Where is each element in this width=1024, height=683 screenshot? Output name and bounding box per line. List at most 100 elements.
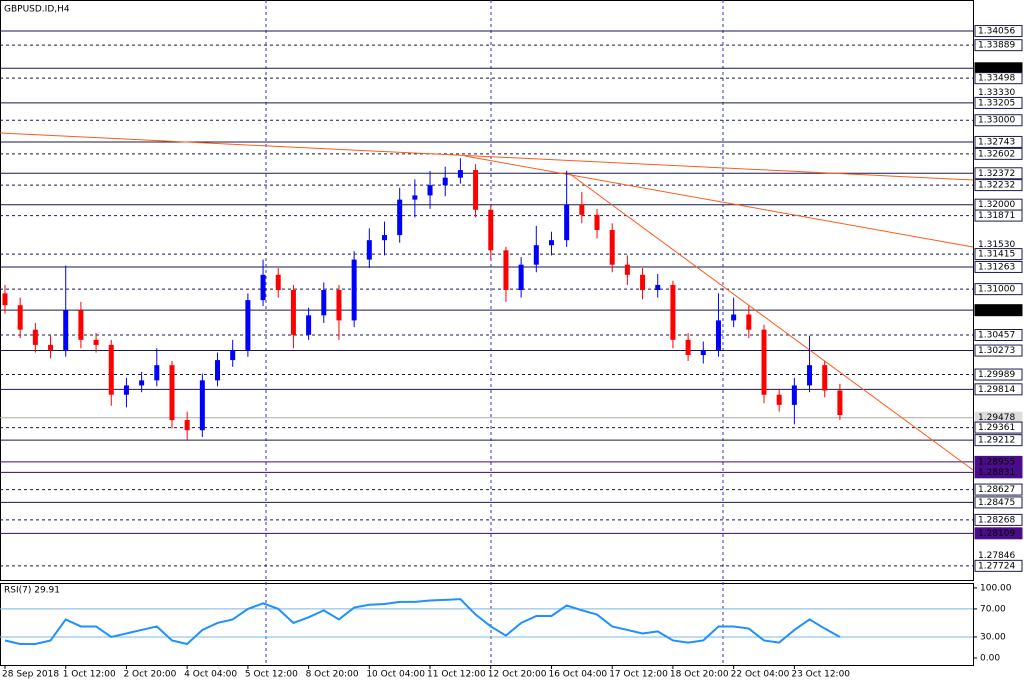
candle-body: [594, 214, 600, 231]
candle-body: [822, 365, 828, 391]
x-tick-label: 17 Oct 12:00: [609, 670, 668, 680]
price-box: [974, 114, 1023, 127]
candle-body: [245, 300, 251, 350]
candle-body: [63, 310, 69, 350]
price-box: [974, 304, 1023, 317]
candle-body: [442, 177, 448, 186]
price-box: [974, 167, 1023, 180]
candle-body: [427, 185, 433, 196]
candle-body: [2, 293, 8, 306]
candle-body: [564, 204, 570, 241]
price-label: 1.29814: [978, 385, 1015, 395]
x-tick-label: 18 Oct 20:00: [670, 670, 729, 680]
price-box: [974, 135, 1023, 148]
candle-body: [366, 240, 372, 260]
x-tick-label: 23 Oct 12:00: [791, 670, 850, 680]
price-label: 1.31415: [978, 250, 1015, 260]
main-panel: [0, 0, 974, 581]
candle-body: [776, 394, 782, 405]
price-label: 1.30457: [978, 331, 1015, 341]
price-label: 1.32743: [978, 137, 1015, 147]
candle-body: [397, 199, 403, 236]
price-box: [974, 559, 1023, 572]
candle-body: [48, 344, 54, 350]
x-tick-label: 4 Oct 04:00: [184, 670, 237, 680]
price-label: 1.29212: [978, 436, 1015, 446]
price-label: 1.28955: [978, 457, 1015, 467]
price-label: 1.31263: [978, 262, 1015, 272]
price-box: [974, 434, 1023, 447]
candle-body: [837, 390, 843, 415]
price-label: 1.29478: [978, 413, 1015, 423]
levels: [0, 30, 973, 638]
price-label: 1.31000: [978, 285, 1015, 295]
candle-body: [139, 380, 145, 386]
price-label: 1.27846: [978, 551, 1015, 561]
price-box: [974, 466, 1023, 479]
candle-body: [17, 305, 23, 330]
price-label: 1.33205: [978, 98, 1015, 108]
price-box: [974, 283, 1023, 296]
price-box: [974, 368, 1023, 381]
price-box: [974, 39, 1023, 52]
candle-body: [32, 329, 38, 345]
price-box: [974, 421, 1023, 434]
price-box: [974, 513, 1023, 526]
candle-body: [169, 365, 175, 421]
price-label: 1.33498: [978, 74, 1015, 84]
x-tick-label: 22 Oct 04:00: [731, 670, 790, 680]
candle-body: [123, 385, 129, 395]
price-box: [974, 260, 1023, 273]
trend-line: [569, 173, 974, 471]
trend-lines: [0, 132, 974, 471]
candle-body: [260, 274, 266, 301]
trend-line: [0, 132, 974, 181]
candle-body: [412, 195, 418, 200]
x-tick-label: 5 Oct 12:00: [245, 670, 298, 680]
price-box: [974, 483, 1023, 496]
candle-body: [108, 344, 114, 395]
candle-body: [791, 385, 797, 405]
candles: [2, 158, 843, 646]
x-tick-label: 1 Oct 12:00: [63, 670, 116, 680]
candle-body: [321, 290, 327, 316]
candle-body: [457, 170, 463, 178]
candle-body: [715, 320, 721, 350]
candle-body: [548, 240, 554, 246]
candle-body: [230, 349, 236, 361]
candle-body: [624, 264, 630, 275]
price-box: [974, 96, 1023, 109]
candle-body: [473, 170, 479, 210]
price-label: 1.33000: [978, 116, 1015, 126]
price-label: 1.33330: [978, 88, 1015, 98]
candle-body: [533, 245, 539, 265]
x-tick-label: 12 Oct 20:00: [488, 670, 547, 680]
price-label: 1.32232: [978, 181, 1015, 191]
candle-body: [518, 264, 524, 290]
x-tick-label: 11 Oct 12:00: [427, 670, 486, 680]
price-label: 1.33615: [978, 64, 1015, 74]
price-box: [974, 344, 1023, 357]
candle-body: [579, 204, 585, 215]
candle-body: [746, 314, 752, 330]
price-label: 1.34056: [978, 27, 1015, 37]
candle-body: [640, 274, 646, 290]
price-label: 1.28268: [978, 515, 1015, 525]
rsi-label: RSI(7) 29.91: [4, 586, 60, 596]
price-label: 1.32372: [978, 169, 1015, 179]
price-box: [974, 527, 1023, 540]
price-label: 1.31871: [978, 211, 1015, 221]
price-box: [974, 72, 1023, 85]
price-label: 1.29989: [978, 370, 1015, 380]
candle-body: [184, 420, 190, 431]
price-label: 1.30751: [978, 306, 1015, 316]
candle-body: [382, 235, 387, 241]
candle-body: [215, 360, 221, 381]
candle-body: [731, 314, 737, 321]
price-box: [974, 25, 1023, 38]
candle-body: [275, 274, 281, 290]
x-tick-label: 8 Oct 20:00: [306, 670, 359, 680]
